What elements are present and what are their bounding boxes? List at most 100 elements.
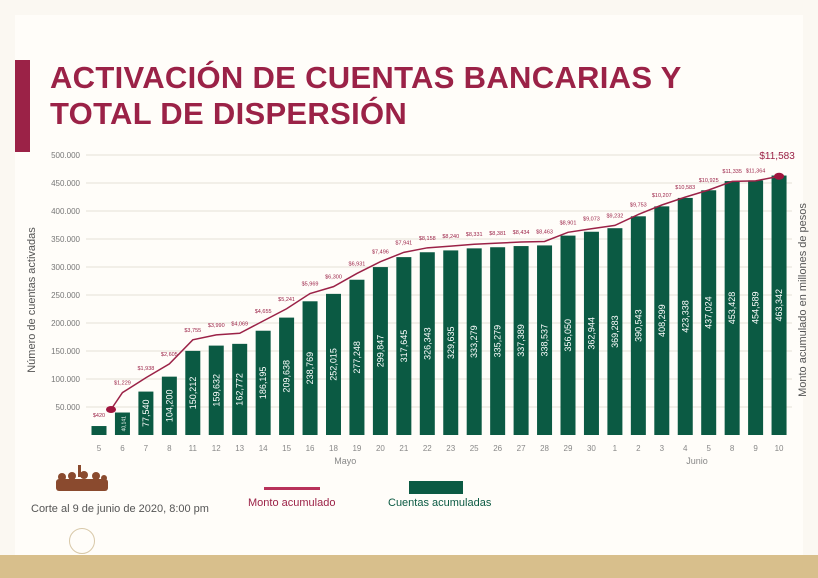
bar-value-label: 159,632: [211, 374, 221, 407]
bar-value-label: 335,279: [493, 325, 503, 358]
line-value-label: $7,941: [395, 240, 412, 246]
bar: [677, 197, 693, 435]
bar-value-label: 150,212: [188, 377, 198, 410]
seal-icon: [69, 528, 95, 554]
x-tick-label: 10: [775, 444, 784, 453]
bar-value-label: 277,248: [352, 341, 362, 374]
line-value-label: $10,207: [652, 193, 672, 199]
x-tick-label: 6: [120, 444, 125, 453]
bar: [419, 252, 435, 435]
line-value-label: $3,990: [208, 323, 225, 329]
line-value-label: $420: [93, 413, 105, 419]
x-tick-label: 8: [730, 444, 735, 453]
x-tick-label: 7: [144, 444, 149, 453]
bar: [654, 206, 670, 435]
line-value-label: $9,073: [583, 217, 600, 223]
bar: [161, 376, 177, 435]
line-value-label: $8,901: [560, 220, 577, 226]
bar-value-label: 338,537: [540, 324, 550, 357]
line-value-label: $5,969: [302, 282, 319, 288]
bar-value-label: 408,299: [657, 304, 667, 337]
line-start-dot: [106, 406, 116, 414]
x-tick-label: 13: [235, 444, 244, 453]
bar-value-label: 337,389: [516, 324, 526, 357]
line-value-label: $10,925: [699, 178, 719, 184]
bar-value-label: 423,338: [680, 300, 690, 333]
bar: [583, 231, 599, 435]
bar: [185, 350, 201, 435]
legend-line-label: Monto acumulado: [248, 497, 336, 509]
bar: [724, 181, 740, 435]
title-line-2: TOTAL DE DISPERSIÓN: [50, 96, 408, 131]
y-tick-label: 450.000: [51, 179, 80, 188]
title-accent-bar: [15, 60, 30, 152]
y2-axis-label: Monto acumulado en millones de pesos: [797, 203, 809, 397]
line-value-label: $3,755: [184, 328, 201, 334]
bar-value-label: 238,769: [305, 352, 315, 385]
line-value-label: $8,381: [489, 231, 506, 237]
x-tick-label: 5: [706, 444, 711, 453]
bar: [208, 345, 224, 435]
line-value-label: $8,331: [466, 232, 483, 238]
y-tick-label: 400.000: [51, 207, 80, 216]
title-line-1: ACTIVACIÓN DE CUENTAS BANCARIAS Y: [50, 60, 682, 95]
x-tick-label: 25: [470, 444, 479, 453]
x-tick-label: 3: [660, 444, 665, 453]
bar-value-label: 390,543: [633, 309, 643, 342]
x-tick-label: 14: [259, 444, 268, 453]
line-value-label: $11,335: [722, 169, 741, 175]
bar-value-label: 317,645: [399, 330, 409, 363]
bar: [513, 246, 529, 435]
x-tick-label: 4: [683, 444, 688, 453]
bar: [232, 343, 248, 435]
line-value-label: $10,583: [675, 185, 695, 191]
bar-value-label: 329,635: [446, 326, 456, 359]
month-label: Junio: [686, 456, 708, 466]
x-tick-label: 8: [167, 444, 172, 453]
bar: [279, 317, 295, 435]
y-tick-label: 250.000: [51, 291, 80, 300]
bar: [91, 426, 107, 435]
bar-value-label: 437,024: [704, 296, 714, 329]
x-tick-label: 28: [540, 444, 549, 453]
bar: [255, 330, 271, 435]
y-tick-label: 350.000: [51, 235, 80, 244]
x-tick-label: 26: [493, 444, 502, 453]
x-tick-label: 15: [282, 444, 291, 453]
bar-value-label: 356,050: [563, 319, 573, 352]
x-tick-label: 22: [423, 444, 432, 453]
bar: [349, 279, 365, 435]
x-tick-label: 20: [376, 444, 385, 453]
line-value-label: $5,241: [278, 297, 295, 303]
line-series: [110, 175, 780, 410]
bar: [138, 391, 154, 435]
heroes-logo: [54, 465, 110, 493]
line-value-label: $11,364: [746, 168, 765, 174]
line-value-label: $8,434: [513, 230, 530, 236]
legend-bar-label: Cuentas acumuladas: [388, 497, 492, 509]
bar-value-label: 40,141: [121, 416, 127, 432]
bar-value-label: 463,342: [774, 289, 784, 322]
x-tick-label: 11: [189, 444, 198, 453]
bar: [114, 412, 130, 435]
y-tick-label: 50.000: [56, 403, 81, 412]
x-tick-label: 30: [587, 444, 596, 453]
x-tick-label: 29: [564, 444, 573, 453]
line-value-label: $8,240: [442, 234, 459, 240]
bar: [607, 228, 623, 435]
line-value-label: $1,938: [137, 366, 154, 372]
line-value-label: $4,655: [255, 309, 272, 315]
legend-line-swatch: [264, 487, 320, 490]
bar-value-label: 162,772: [235, 373, 245, 406]
footer-band: [0, 555, 818, 578]
bar-value-label: 326,343: [422, 327, 432, 360]
bar: [302, 301, 318, 435]
bar: [771, 175, 787, 435]
line-value-label: $8,158: [419, 236, 436, 242]
page-title: ACTIVACIÓN DE CUENTAS BANCARIAS Y TOTAL …: [50, 60, 682, 132]
bar-value-label: 104,200: [164, 390, 174, 423]
bar: [326, 293, 341, 435]
bar: [537, 245, 553, 435]
line-value-label: $7,496: [372, 250, 389, 256]
